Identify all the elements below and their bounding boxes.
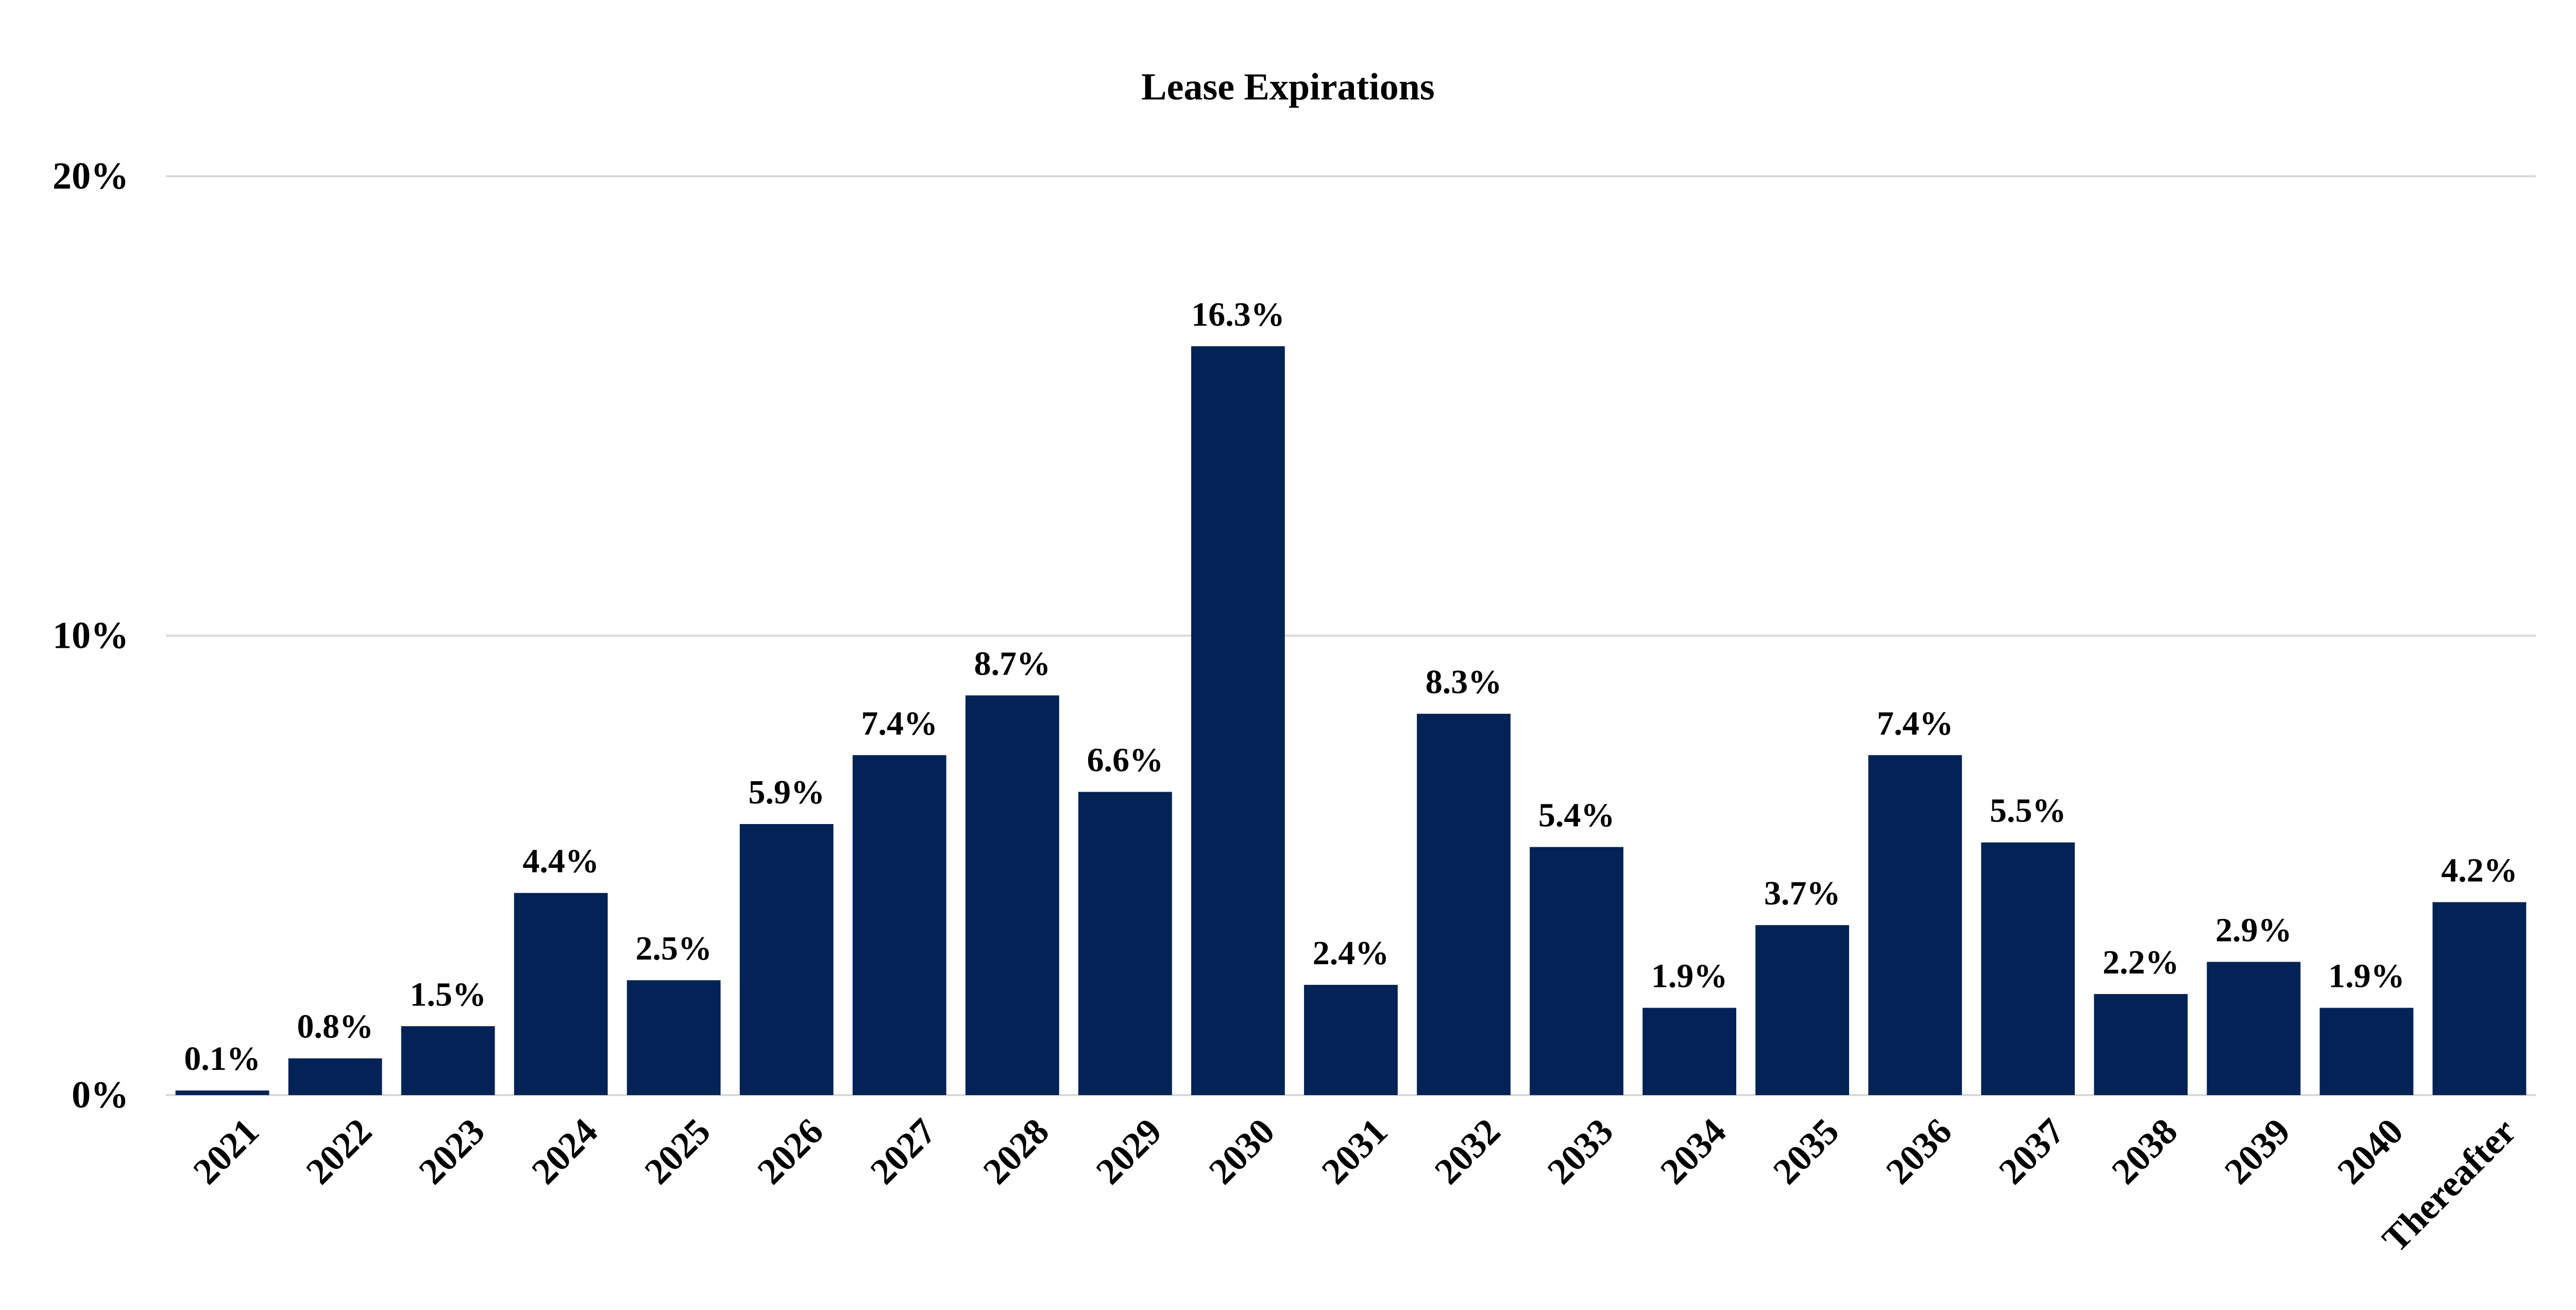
bar xyxy=(2207,962,2301,1095)
data-label: 2.9% xyxy=(2215,911,2292,949)
bar xyxy=(401,1026,495,1095)
x-tick-label: 2034 xyxy=(1652,1111,1734,1192)
x-tick-label: 2026 xyxy=(750,1111,831,1192)
x-axis-ticks: 2021 2022 2023 2024 2025 2026 2027 2028 2029 2030… xyxy=(185,1111,2523,1260)
x-tick-label: 2025 xyxy=(637,1111,718,1192)
x-tick-label: 2040 xyxy=(2329,1111,2411,1192)
bar xyxy=(965,695,1059,1095)
bar xyxy=(175,1090,269,1095)
data-label: 5.4% xyxy=(1538,797,1615,834)
y-tick-label: 0% xyxy=(72,1074,129,1116)
x-tick-label: 2028 xyxy=(975,1111,1057,1192)
bar xyxy=(1417,714,1511,1095)
chart-title: Lease Expirations xyxy=(1141,66,1434,108)
bar xyxy=(2094,994,2188,1095)
bar xyxy=(1304,985,1398,1095)
x-tick-label: 2027 xyxy=(862,1111,944,1192)
bar xyxy=(626,980,721,1095)
data-label: 8.7% xyxy=(974,645,1051,682)
bar xyxy=(852,755,946,1095)
x-tick-label: 2033 xyxy=(1539,1111,1621,1192)
bar xyxy=(2319,1007,2414,1095)
data-label: 1.5% xyxy=(410,976,486,1013)
data-label: 5.9% xyxy=(749,774,825,811)
bar xyxy=(1191,346,1285,1095)
y-axis-ticks: 0% 10% 20% xyxy=(53,155,129,1116)
data-label: 7.4% xyxy=(861,704,938,742)
data-label: 2.4% xyxy=(1313,934,1389,972)
data-label: 7.4% xyxy=(1877,704,1954,742)
x-tick-label: 2022 xyxy=(298,1111,379,1192)
x-tick-label: 2023 xyxy=(411,1111,493,1192)
y-tick-label: 20% xyxy=(53,155,129,197)
x-tick-label: 2037 xyxy=(1991,1111,2072,1192)
bar xyxy=(739,824,834,1095)
data-label: 2.2% xyxy=(2103,944,2179,981)
data-label: 0.8% xyxy=(297,1008,374,1046)
x-tick-label: 2038 xyxy=(2104,1111,2185,1192)
x-tick-label: 2021 xyxy=(185,1111,266,1192)
x-tick-label: 2031 xyxy=(1314,1111,1395,1192)
bar xyxy=(514,893,608,1095)
bar xyxy=(1868,755,1962,1095)
data-label: 4.2% xyxy=(2441,852,2518,889)
x-tick-label: 2036 xyxy=(1878,1111,1959,1192)
x-tick-label: 2032 xyxy=(1427,1111,1508,1192)
x-tick-label: 2029 xyxy=(1088,1111,1170,1192)
data-label: 8.3% xyxy=(1426,663,1502,701)
bar xyxy=(1981,842,2075,1095)
x-tick-label: 2039 xyxy=(2216,1111,2298,1192)
bars xyxy=(175,346,2527,1095)
x-tick-label: 2024 xyxy=(524,1111,605,1192)
bar xyxy=(1642,1007,1737,1095)
bar xyxy=(1530,847,1623,1095)
x-tick-label: 2030 xyxy=(1201,1111,1282,1192)
bar xyxy=(2432,902,2527,1095)
data-labels: 0.1% 0.8% 1.5% 4.4% 2.5% 5.9% 7.4% 8.7% 6.6% 16.3… xyxy=(184,296,2517,1078)
data-label: 5.5% xyxy=(1990,792,2066,830)
y-tick-label: 10% xyxy=(53,615,129,657)
x-tick-label: 2035 xyxy=(1765,1111,1846,1192)
data-label: 4.4% xyxy=(522,843,599,880)
data-label: 2.5% xyxy=(635,930,712,967)
data-label: 0.1% xyxy=(184,1040,261,1078)
bar xyxy=(288,1058,382,1095)
data-label: 1.9% xyxy=(1651,958,1728,995)
bar xyxy=(1078,792,1172,1095)
data-label: 6.6% xyxy=(1087,742,1164,779)
data-label: 3.7% xyxy=(1764,875,1841,912)
data-label: 1.9% xyxy=(2328,958,2405,995)
bar xyxy=(1755,925,1850,1095)
data-label: 16.3% xyxy=(1191,296,1285,333)
